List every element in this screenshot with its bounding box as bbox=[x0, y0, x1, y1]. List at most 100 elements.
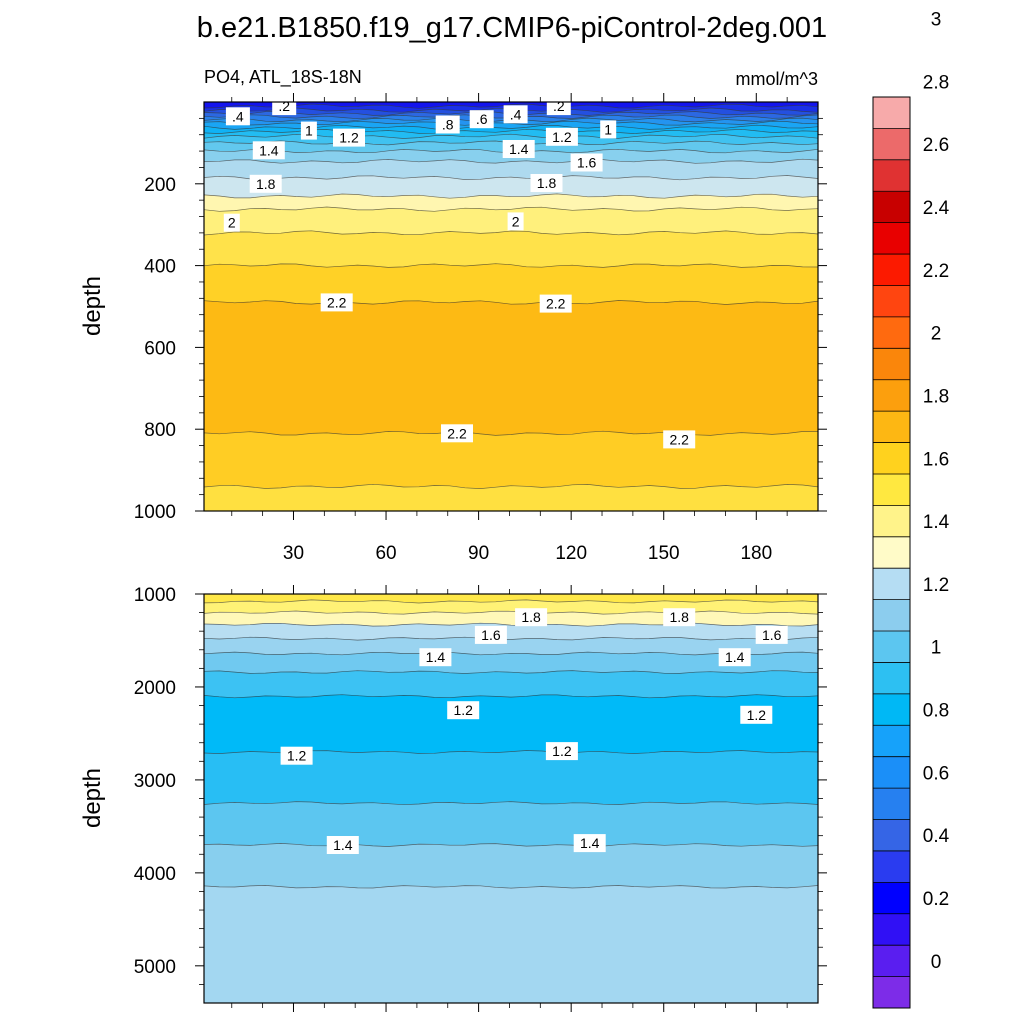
contour-label: .4 bbox=[503, 105, 528, 124]
colorbar: 0 0.2 0.4 0.6 0.8 1 1.2 1.4 1.6 1.8 2 2.2 2.4 2.6 2.8 3… bbox=[872, 10, 950, 1009]
colorbar-swatch bbox=[873, 976, 910, 1009]
colorbar-swatch bbox=[873, 442, 910, 475]
contour-label-box bbox=[300, 121, 317, 140]
contour-line bbox=[203, 230, 819, 236]
contour-label-box bbox=[333, 128, 365, 147]
contour-label-text: .2 bbox=[553, 98, 565, 114]
contour-label: 1.8 bbox=[530, 174, 563, 192]
colorbar-label: 2 bbox=[931, 324, 942, 345]
contour-label: .2 bbox=[272, 97, 297, 116]
colorbar-swatch bbox=[873, 945, 910, 977]
contour-label-box bbox=[435, 115, 460, 134]
colorbar-label: 1.8 bbox=[923, 386, 949, 407]
colorbar-label: 0.6 bbox=[923, 763, 949, 784]
contour-label: 2 bbox=[223, 213, 240, 232]
contour-label-box bbox=[503, 105, 528, 124]
contour-label: .2 bbox=[546, 97, 571, 116]
colorbar-label: 1 bbox=[931, 638, 942, 659]
contour-line bbox=[203, 483, 819, 489]
contour-label-text: 1.4 bbox=[580, 835, 600, 851]
colorbar-swatch bbox=[873, 631, 910, 663]
colorbar-label: 2.4 bbox=[923, 198, 950, 219]
colorbar-label: 1.6 bbox=[923, 449, 949, 470]
x-tick-label: 120 bbox=[555, 543, 587, 564]
colorbar-label: 1.4 bbox=[923, 512, 950, 533]
contour-label-text: .2 bbox=[278, 98, 290, 114]
contour-line bbox=[203, 300, 819, 305]
contour-label-text: 1.4 bbox=[509, 141, 529, 157]
colorbar-swatch bbox=[873, 254, 910, 286]
contour-label: 1 bbox=[300, 121, 317, 140]
contour-band bbox=[203, 670, 819, 699]
contour-label-box bbox=[223, 213, 240, 232]
contour-label-box bbox=[252, 141, 285, 160]
contour-label-box bbox=[502, 140, 535, 158]
contour-label-box bbox=[280, 746, 313, 765]
y-tick-label: 2000 bbox=[134, 678, 176, 699]
contour-label-box bbox=[507, 212, 524, 231]
contour-label: 1.4 bbox=[573, 834, 606, 853]
colorbar-label: 2.2 bbox=[923, 261, 949, 282]
contour-label: 1.4 bbox=[326, 836, 359, 854]
contour-label-text: 1.2 bbox=[453, 702, 473, 718]
contour-label: 2.2 bbox=[320, 293, 353, 312]
contour-label-box bbox=[419, 648, 452, 667]
lower-panel-fill bbox=[203, 593, 819, 1004]
colorbar-swatch bbox=[873, 222, 910, 255]
contour-band bbox=[203, 610, 819, 627]
contour-label-box bbox=[570, 153, 603, 172]
colorbar-swatch bbox=[873, 379, 910, 412]
contour-label-text: 1.8 bbox=[521, 609, 541, 625]
x-tick-label: 30 bbox=[283, 543, 304, 564]
colorbar-swatch bbox=[873, 97, 910, 129]
contour-line bbox=[203, 622, 819, 627]
upper-panel-frame bbox=[203, 101, 819, 512]
colorbar-swatch bbox=[873, 882, 910, 915]
contour-label-box bbox=[225, 107, 250, 126]
colorbar-swatch bbox=[873, 662, 910, 695]
contour-label: 1.2 bbox=[447, 701, 480, 720]
contour-line bbox=[203, 206, 819, 212]
contour-label-text: 2.2 bbox=[327, 294, 347, 310]
upper-panel: .2 .4 .2 .4 .6 .8 1 1 1.2 1.2 1.4 1.4 1.6 1.8 1.8 2 2 2.2… bbox=[79, 93, 827, 564]
contour-label-text: 2 bbox=[228, 215, 236, 231]
contour-label-box bbox=[545, 127, 578, 146]
contour-line bbox=[203, 651, 819, 656]
contour-band bbox=[203, 843, 819, 889]
contour-label: 1.8 bbox=[249, 174, 282, 193]
colorbar-swatch bbox=[873, 411, 910, 443]
contour-label-box bbox=[474, 625, 507, 644]
contour-band bbox=[203, 175, 819, 199]
contour-label-text: 1.2 bbox=[339, 130, 359, 146]
x-tick-label: 180 bbox=[740, 543, 772, 564]
lower-panel: 1.8 1.8 1.6 1.6 1.4 1.4 1.2 1.2 1.2 1.2 1.4 1.4 100… bbox=[79, 585, 827, 1012]
colorbar-swatch bbox=[873, 285, 910, 318]
colorbar-label: 3 bbox=[931, 10, 942, 31]
contour-band bbox=[203, 483, 819, 512]
contour-label-text: 1.2 bbox=[287, 748, 307, 764]
contour-line bbox=[203, 430, 819, 436]
contour-band bbox=[203, 230, 819, 268]
contour-label-text: 1.4 bbox=[259, 142, 279, 158]
y-tick-label: 5000 bbox=[134, 957, 176, 978]
contour-line bbox=[203, 193, 819, 199]
y-tick-label: 1000 bbox=[134, 585, 176, 606]
contour-band bbox=[203, 694, 819, 754]
upper-y-axis-label: depth bbox=[79, 276, 106, 336]
contour-label-text: 1.4 bbox=[725, 649, 745, 665]
contour-label: 2.2 bbox=[441, 424, 473, 443]
upper-panel-ticks: 30 60 90 120 150 180 200 400 600 800 1000 bbox=[134, 93, 827, 564]
contour-label: 1.2 bbox=[545, 127, 578, 146]
y-tick-label: 800 bbox=[144, 420, 176, 441]
colorbar-swatch bbox=[873, 505, 910, 538]
x-tick-label: 90 bbox=[468, 543, 489, 564]
y-tick-label: 600 bbox=[144, 338, 176, 359]
contour-label-text: .6 bbox=[476, 111, 488, 127]
contour-label: 1.6 bbox=[474, 625, 507, 644]
contour-label-box bbox=[530, 174, 563, 192]
colorbar-label: 0.4 bbox=[923, 826, 950, 847]
contour-label: 1.2 bbox=[740, 705, 773, 724]
contour-label-text: 1.2 bbox=[552, 129, 572, 145]
contour-label: .4 bbox=[225, 107, 250, 126]
